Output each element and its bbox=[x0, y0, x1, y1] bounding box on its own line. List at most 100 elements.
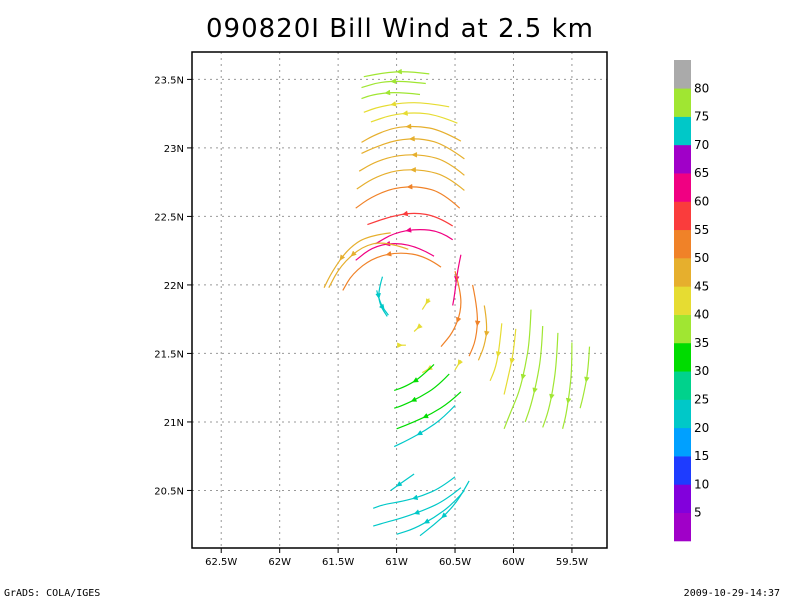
streamline-arrowhead bbox=[412, 377, 419, 383]
colorbar-swatch bbox=[674, 456, 691, 485]
x-tick-label: 62W bbox=[268, 557, 291, 568]
streamline bbox=[396, 391, 462, 430]
colorbar: 5 10 15 20 25 30 35 40 45 50 55 60 65 70 75 80 bbox=[674, 60, 709, 542]
streamline-arrowhead bbox=[410, 167, 416, 173]
streamline bbox=[372, 476, 456, 509]
colorbar-label: 25 bbox=[694, 393, 709, 407]
plot-frame bbox=[191, 51, 608, 549]
streamline bbox=[393, 405, 456, 448]
x-tick-label: 61W bbox=[385, 557, 408, 568]
colorbar-label: 75 bbox=[694, 110, 709, 124]
streamline bbox=[524, 325, 544, 423]
streamline bbox=[503, 309, 532, 430]
chart-title: 090820I Bill Wind at 2.5 km bbox=[206, 14, 594, 44]
colorbar-swatch bbox=[674, 88, 691, 117]
streamline bbox=[361, 138, 465, 160]
y-tick-label: 20.5N bbox=[154, 486, 184, 497]
streamline-arrowhead bbox=[425, 298, 431, 305]
streamline-arrowhead bbox=[408, 135, 415, 142]
colorbar-label: 35 bbox=[694, 336, 709, 350]
colorbar-swatch bbox=[674, 286, 691, 315]
streamline-arrowhead bbox=[410, 396, 418, 402]
colorbar-label: 15 bbox=[694, 449, 709, 463]
streamline-arrowhead bbox=[457, 359, 464, 366]
streamline-arrowhead bbox=[565, 397, 572, 404]
streamline bbox=[367, 212, 454, 227]
streamline bbox=[394, 373, 450, 409]
colorbar-swatch bbox=[674, 229, 691, 259]
colorbar-swatch bbox=[674, 314, 691, 344]
colorbar-label: 45 bbox=[694, 279, 709, 293]
streamline-arrowhead bbox=[411, 494, 419, 501]
streamline bbox=[328, 242, 409, 288]
streamline bbox=[363, 71, 430, 78]
streamline-arrowhead bbox=[411, 152, 418, 158]
streamline-arrowhead bbox=[423, 518, 431, 524]
colorbar-label: 55 bbox=[694, 223, 709, 237]
streamline-arrowhead bbox=[484, 330, 490, 337]
colorbar-label: 20 bbox=[694, 421, 709, 435]
streamline-arrowhead bbox=[413, 509, 420, 515]
streamline bbox=[361, 92, 421, 100]
colorbar-swatch bbox=[674, 399, 691, 429]
streamline bbox=[363, 102, 450, 113]
colorbar-label: 80 bbox=[694, 81, 709, 95]
colorbar-swatch bbox=[674, 173, 691, 202]
streamline bbox=[440, 271, 462, 347]
streamline-arrowhead bbox=[401, 110, 408, 116]
streamline bbox=[370, 112, 458, 124]
colorbar-label: 30 bbox=[694, 364, 709, 378]
y-tick-label: 23N bbox=[164, 144, 184, 155]
streamline bbox=[542, 332, 559, 428]
y-tick-label: 21N bbox=[164, 418, 184, 429]
streamline-arrowhead bbox=[456, 316, 462, 324]
colorbar-label: 70 bbox=[694, 138, 709, 152]
streamline bbox=[396, 490, 465, 535]
y-axis: 20.5N 21N 21.5N 22N 22.5N 23N 23.5N bbox=[154, 75, 192, 497]
x-tick-label: 60W bbox=[502, 557, 525, 568]
colorbar-swatch bbox=[674, 427, 691, 457]
streamline-arrowhead bbox=[350, 250, 357, 257]
colorbar-label: 10 bbox=[694, 477, 709, 491]
x-tick-label: 59.5W bbox=[556, 557, 588, 568]
x-tick-label: 61.5W bbox=[322, 557, 354, 568]
colorbar-label: 65 bbox=[694, 166, 709, 180]
grid-lines bbox=[192, 52, 607, 548]
streamline-arrowhead bbox=[384, 89, 391, 96]
streamline bbox=[562, 342, 573, 429]
streamline-arrowhead bbox=[390, 101, 397, 107]
streamline-arrowhead bbox=[520, 373, 527, 381]
colorbar-swatch bbox=[674, 342, 691, 372]
x-axis: 62.5W 62W 61.5W 61W 60.5W 60W 59.5W bbox=[205, 548, 588, 568]
streamline-arrowhead bbox=[441, 512, 448, 519]
colorbar-swatch bbox=[674, 371, 691, 400]
streamline-arrowhead bbox=[406, 183, 413, 190]
streamline bbox=[503, 328, 517, 395]
streamline bbox=[323, 232, 391, 288]
streamline-arrowhead bbox=[416, 430, 424, 436]
streamline-arrowhead bbox=[495, 351, 502, 358]
colorbar-label: 5 bbox=[694, 506, 702, 520]
colorbar-swatch bbox=[674, 484, 691, 513]
streamline-arrowhead bbox=[396, 481, 403, 487]
y-tick-label: 22N bbox=[164, 281, 184, 292]
streamlines bbox=[323, 68, 591, 537]
streamline-arrowhead bbox=[401, 210, 409, 217]
streamline-arrowhead bbox=[396, 68, 402, 75]
x-tick-label: 62.5W bbox=[205, 557, 237, 568]
y-tick-label: 23.5N bbox=[154, 75, 184, 86]
streamline-arrowhead bbox=[532, 387, 538, 394]
colorbar-swatch bbox=[674, 60, 691, 89]
streamline-arrowhead bbox=[385, 250, 392, 257]
streamline bbox=[355, 186, 461, 209]
footer-source: GrADS: COLA/IGES bbox=[4, 588, 101, 599]
streamline-arrowhead bbox=[390, 78, 397, 84]
streamline bbox=[468, 284, 478, 357]
streamline-arrowhead bbox=[422, 413, 429, 419]
colorbar-label: 40 bbox=[694, 308, 709, 322]
streamline bbox=[419, 480, 470, 537]
streamline-arrowhead bbox=[416, 323, 423, 330]
colorbar-swatch bbox=[674, 201, 691, 231]
streamline-arrowhead bbox=[405, 227, 412, 233]
